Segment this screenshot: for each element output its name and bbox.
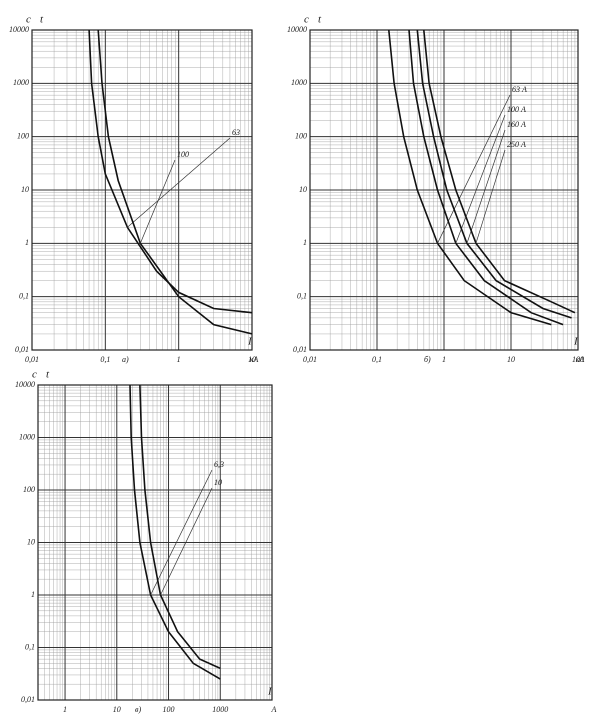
leader-line [437,94,511,244]
x-unit: кА [250,355,259,364]
subplot-label: в) [135,705,141,714]
x-unit: А [271,705,277,714]
y-tick-label: 100 [23,485,35,494]
y-tick-label: 10 [299,185,307,194]
subplot-label: б) [424,355,431,364]
x-tick-label: 0,01 [303,355,317,364]
x-tick-label: 1 [63,705,67,714]
y-tick-label: 0,01 [15,345,29,354]
y-tick-label: 1000 [13,78,29,87]
leader-line [150,469,213,596]
y-tick-label: 10000 [9,25,29,34]
curve [129,384,221,680]
x-tick-label: 0,1 [100,355,110,364]
x-tick-label: 100 [572,355,584,364]
x-tick-label: 10 [507,355,515,364]
y-tick-label: 1 [25,238,29,247]
y-tick-label: 10000 [287,25,307,34]
legend-label: 6,3 [214,460,224,469]
legend-label: 160 А [507,120,526,129]
curve [88,29,253,314]
plot-frame [37,384,273,701]
curve [416,29,572,319]
y-label: t [46,369,50,381]
legend-label: 63 А [512,85,527,94]
curve [139,384,221,670]
y-tick-label: 10000 [15,380,35,389]
y-tick-label: 0,01 [293,345,307,354]
y-tick-label: 0,1 [25,642,35,651]
y-label: t [318,14,322,26]
y-unit: с [26,14,31,26]
curve [97,29,253,335]
x-tick-label: 0,1 [372,355,382,364]
curve [388,29,552,326]
x-tick-label: 1 [442,355,446,364]
legend-label: 100 А [507,105,526,114]
y-tick-label: 0,01 [21,695,35,704]
y-tick-label: 100 [17,131,29,140]
x-label: I [267,686,273,698]
y-tick-label: 1 [31,590,35,599]
subplot-label: а) [122,355,129,364]
leader-line [127,137,231,228]
y-tick-label: 10 [27,537,35,546]
legend-label: 250 А [507,140,526,149]
y-tick-label: 1000 [19,432,35,441]
y-tick-label: 1000 [291,78,307,87]
y-unit: с [32,369,37,381]
y-label: t [40,14,44,26]
leader-line [466,129,506,244]
x-label: I [247,336,253,348]
y-tick-label: 0,1 [19,291,29,300]
plot-frame [31,29,253,351]
leader-line [160,487,213,596]
leader-line [139,159,176,244]
y-tick-label: 10 [21,185,29,194]
legend-label: 63 [232,128,240,137]
x-tick-label: 1 [177,355,181,364]
x-tick-label: 10 [113,705,121,714]
x-tick-label: 10 [248,355,256,364]
x-unit: кА [576,355,585,364]
x-tick-label: 1000 [212,705,228,714]
plot-frame [309,29,579,351]
curve [423,29,576,314]
curve [408,29,564,326]
x-label: I [573,336,579,348]
legend-label: 100 [177,150,189,159]
legend-label: 10 [214,478,222,487]
x-tick-label: 0,01 [25,355,39,364]
leader-line [455,114,506,244]
x-tick-label: 100 [163,705,175,714]
leader-line [475,149,506,244]
y-tick-label: 0,1 [297,291,307,300]
y-tick-label: 100 [295,131,307,140]
y-unit: с [304,14,309,26]
y-tick-label: 1 [303,238,307,247]
